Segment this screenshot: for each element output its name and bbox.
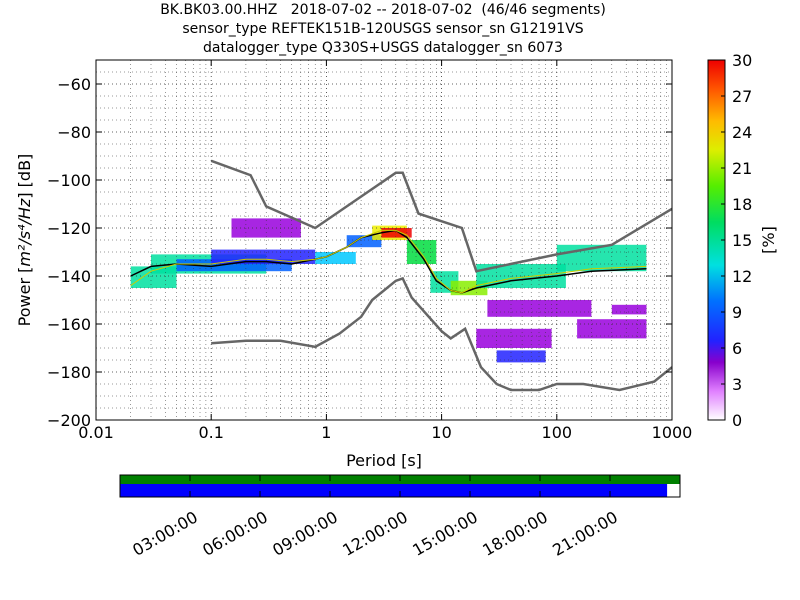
colorbar-tick-label: 3 (732, 375, 742, 394)
x-axis-label: Period [s] (346, 451, 422, 470)
y-tick-label: −60 (57, 75, 91, 94)
x-tick-label: 100 (542, 423, 573, 442)
colorbar-tick-label: 21 (732, 159, 752, 178)
x-tick-label: 0.1 (198, 423, 223, 442)
timeline-tick-label: 15:00:00 (409, 507, 481, 559)
axis-ticks: 0.01 0.1 1 10 100 1000 −200 −180 −160 −140 −120 −10… (47, 60, 692, 442)
colorbar-tick-label: 18 (732, 195, 752, 214)
colorbar-tick-label: 24 (732, 123, 752, 142)
y-tick-label: −140 (47, 267, 91, 286)
psd-band (487, 300, 592, 317)
timeline-tick-label: 06:00:00 (199, 507, 271, 559)
y-tick-label: −160 (47, 315, 91, 334)
mode-psd-line (130, 229, 647, 294)
colorbar-tick-label: 30 (732, 51, 752, 70)
psd-band (381, 228, 412, 238)
timeline-tick-label: 03:00:00 (129, 507, 201, 559)
psd-band (315, 252, 356, 264)
colorbar-tick-label: 27 (732, 87, 752, 106)
timeline-tick-label: 09:00:00 (269, 507, 341, 559)
timeline-tick-label: 12:00:00 (339, 507, 411, 559)
y-tick-label: −180 (47, 363, 91, 382)
psd-curves (130, 159, 672, 392)
new-low-noise-model-line (211, 276, 672, 392)
timeline-tick-label: 18:00:00 (479, 507, 551, 559)
colorbar-tick-label: 9 (732, 303, 742, 322)
colorbar-tick-label: 12 (732, 267, 752, 286)
y-tick-label: −100 (47, 171, 91, 190)
y-tick-label: −120 (47, 219, 91, 238)
timeline-tick-label: 21:00:00 (549, 507, 621, 559)
colorbar-tick-label: 15 (732, 231, 752, 250)
psd-band (476, 328, 552, 348)
data-availability-bar (120, 484, 668, 497)
y-axis-label: Power [m²/s⁴/Hz] [dB] (15, 154, 34, 327)
colorbar-tick-label: 0 (732, 411, 742, 430)
x-tick-label: 10 (431, 423, 451, 442)
psd-band (496, 350, 546, 363)
title-line-1: BK.BK03.00.HHZ 2018-07-02 -- 2018-07-02 … (160, 2, 606, 18)
colorbar-ticks: 0 3 6 9 12 15 18 21 24 27 30 (721, 51, 752, 430)
x-tick-label: 1000 (652, 423, 693, 442)
y-tick-label: −80 (57, 123, 91, 142)
y-tick-label: −200 (47, 411, 91, 430)
title-line-3: datalogger_type Q330S+USGS datalogger_sn… (203, 40, 563, 56)
psd-band (611, 304, 647, 315)
plot-frame (95, 59, 673, 421)
median-psd-line (130, 229, 647, 294)
new-high-noise-model-line (210, 159, 672, 273)
colorbar-tick-label: 6 (732, 339, 742, 358)
title-line-2: sensor_type REFTEK151B-120USGS sensor_sn… (182, 21, 584, 37)
data-coverage-timeline: 03:00:0006:00:0009:00:0012:00:0015:00:00… (119, 474, 681, 560)
grid-lines (95, 59, 672, 421)
x-tick-label: 1 (321, 423, 331, 442)
x-tick-label: 0.01 (78, 423, 114, 442)
colorbar-label: [%] (759, 226, 778, 254)
